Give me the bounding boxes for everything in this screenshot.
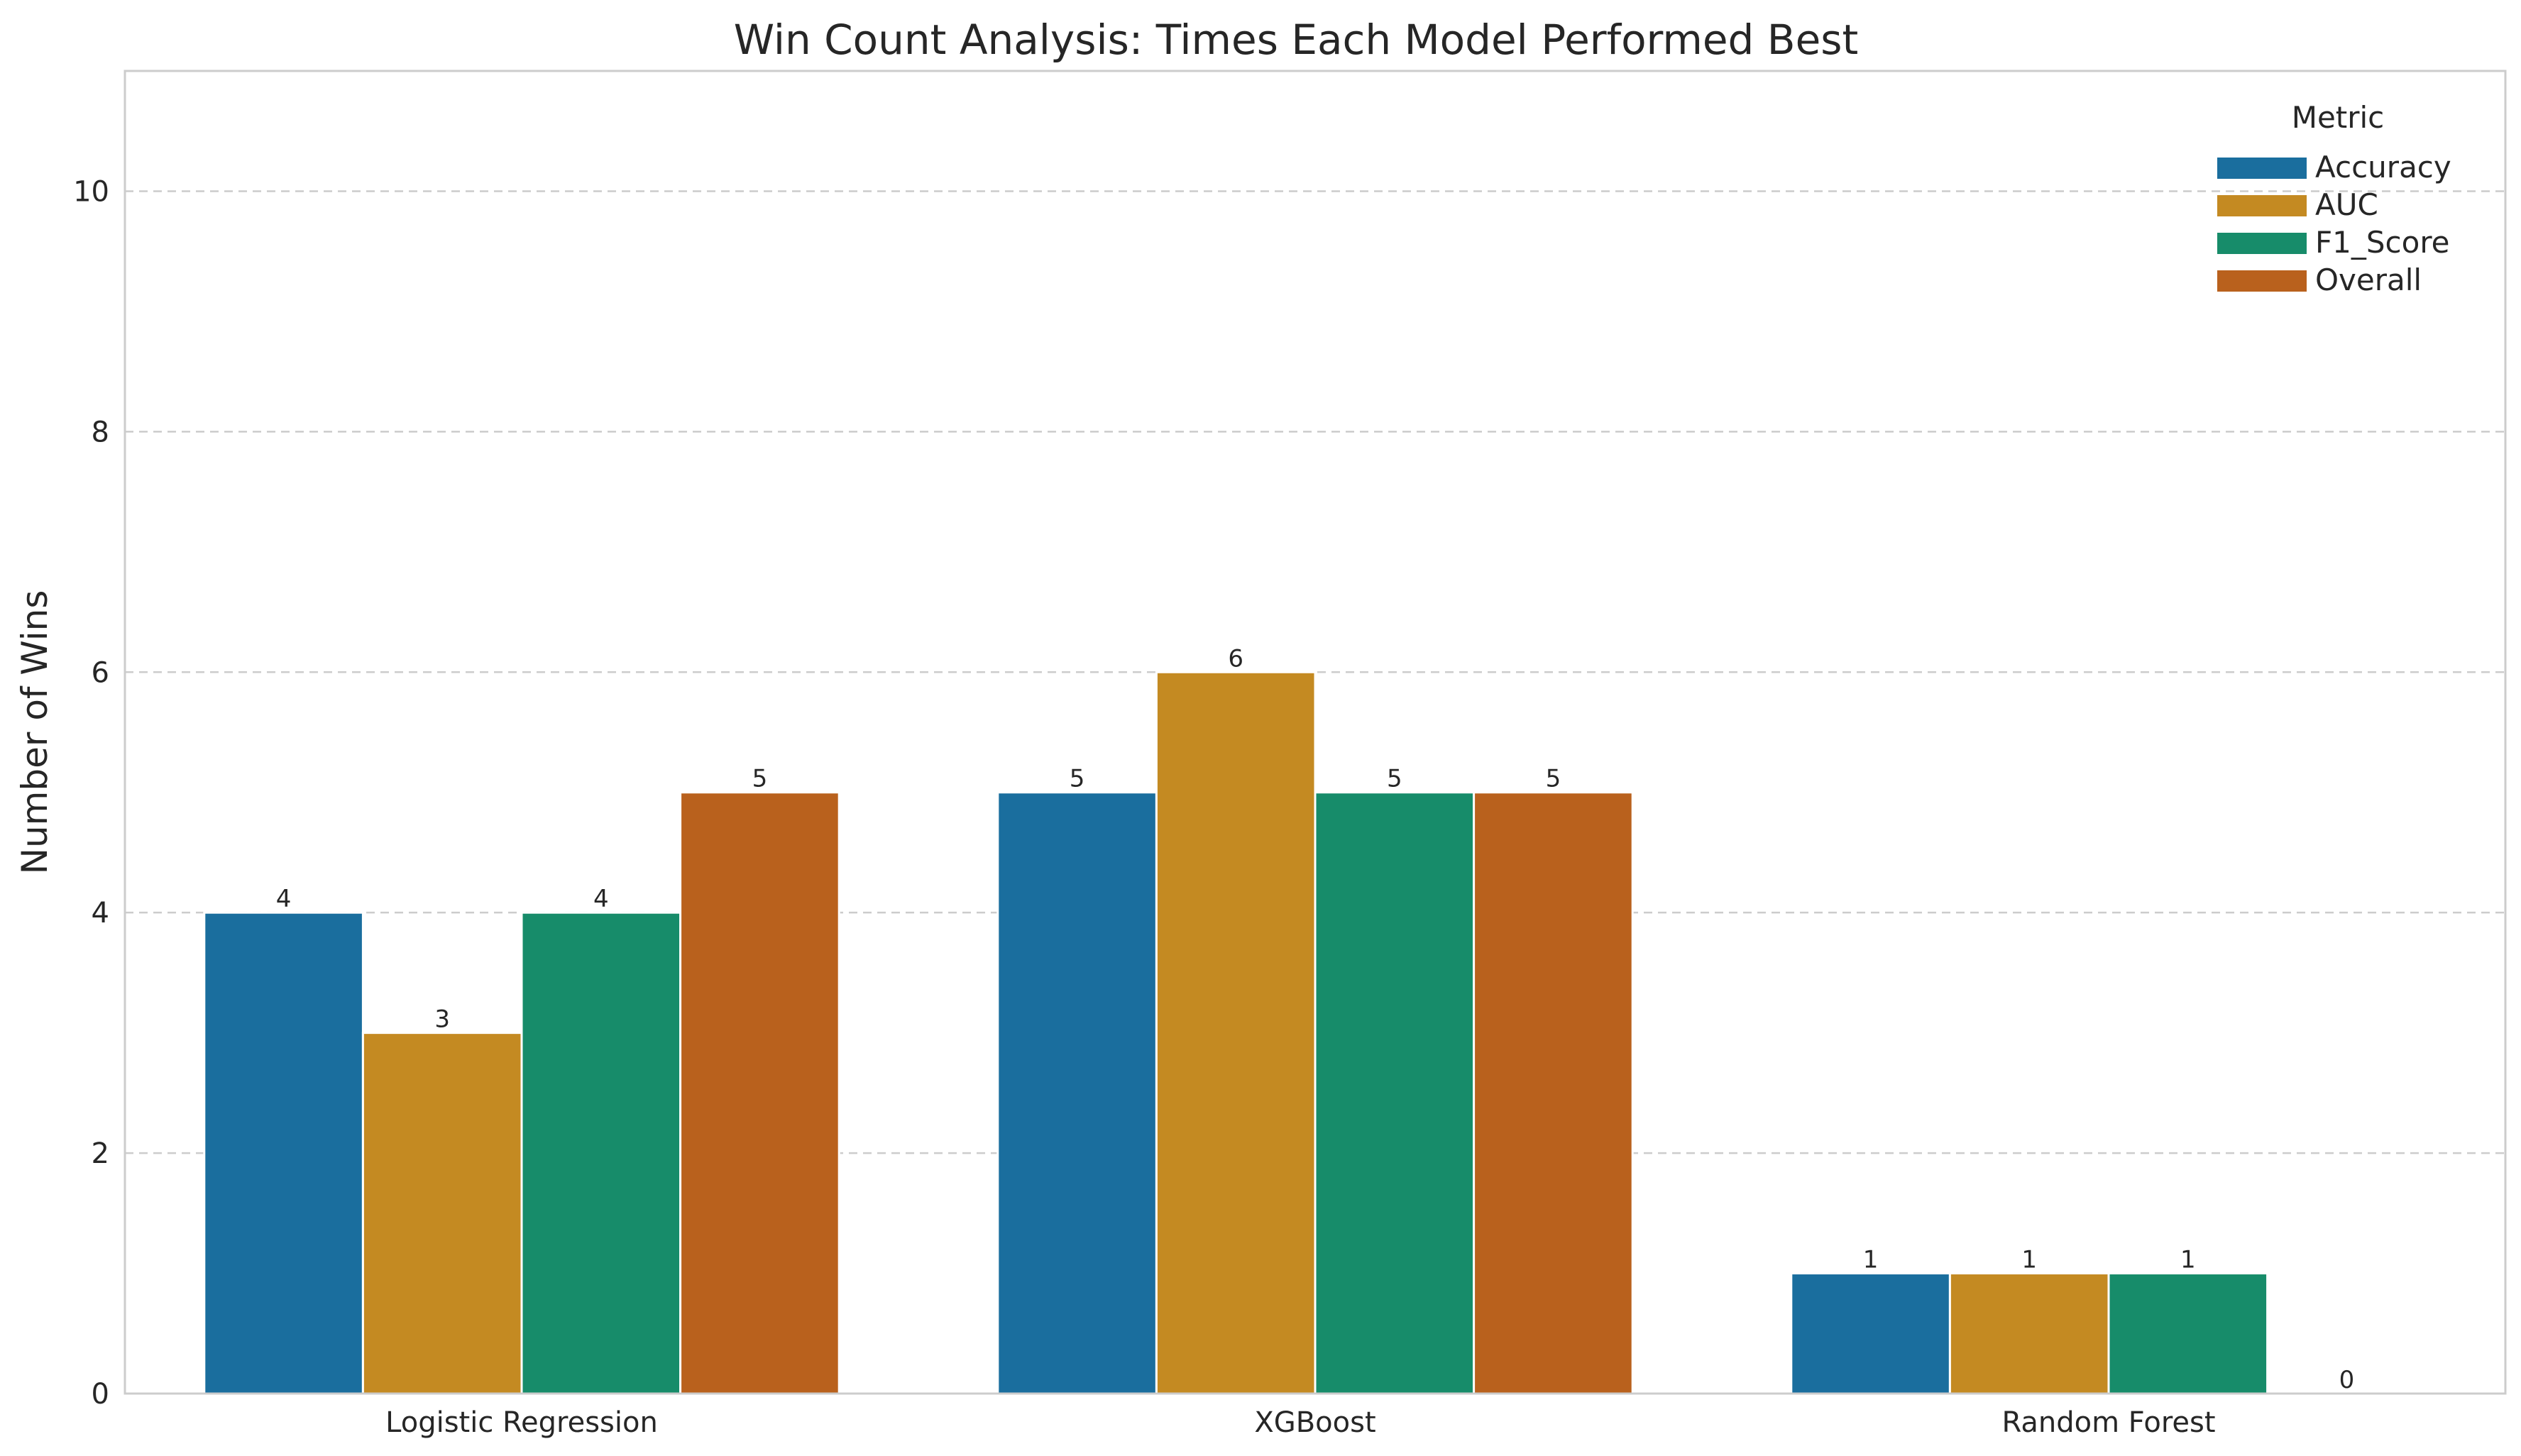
legend-swatch bbox=[2217, 158, 2307, 179]
bar bbox=[1790, 1272, 1951, 1395]
data-label: 4 bbox=[276, 885, 292, 913]
data-label: 1 bbox=[2180, 1246, 2196, 1274]
y-tick-label: 10 bbox=[73, 175, 109, 208]
bars bbox=[203, 671, 2269, 1395]
x-tick-label: Random Forest bbox=[2001, 1406, 2215, 1439]
legend-title: Metric bbox=[2292, 100, 2385, 135]
data-label: 5 bbox=[1070, 765, 1085, 793]
legend-entry: AUC bbox=[2315, 187, 2378, 222]
bar bbox=[1473, 791, 1634, 1395]
data-label: 1 bbox=[1863, 1246, 1879, 1274]
legend-swatch bbox=[2217, 270, 2307, 292]
data-label: 5 bbox=[1387, 765, 1402, 793]
y-tick-label: 6 bbox=[92, 656, 109, 689]
y-tick-label: 8 bbox=[92, 416, 109, 448]
data-label: 0 bbox=[2339, 1366, 2355, 1394]
legend-swatch bbox=[2217, 233, 2307, 254]
x-tick-label: Logistic Regression bbox=[385, 1406, 658, 1439]
data-label: 5 bbox=[752, 765, 768, 793]
data-labels: 4 3 4 5 5 6 5 5 1 1 1 0 bbox=[276, 644, 2354, 1394]
legend-entry: F1_Score bbox=[2315, 225, 2450, 260]
data-label: 3 bbox=[434, 1005, 450, 1034]
bar bbox=[1155, 671, 1317, 1395]
x-tick-labels: Logistic Regression XGBoost Random Forest bbox=[385, 1406, 2215, 1439]
y-tick-label: 2 bbox=[92, 1137, 109, 1170]
legend-entry: Accuracy bbox=[2315, 150, 2451, 184]
bar bbox=[1948, 1272, 2110, 1395]
legend-entry: Overall bbox=[2315, 263, 2422, 297]
bar bbox=[996, 791, 1158, 1395]
data-label: 4 bbox=[593, 885, 609, 913]
bar bbox=[361, 1032, 523, 1395]
x-tick-label: XGBoost bbox=[1254, 1406, 1375, 1439]
bar bbox=[203, 911, 364, 1395]
y-tick-labels: 0 2 4 6 8 10 bbox=[73, 175, 109, 1411]
y-tick-label: 4 bbox=[92, 897, 109, 930]
y-tick-label: 0 bbox=[92, 1378, 109, 1411]
data-label: 5 bbox=[1546, 765, 1561, 793]
legend-swatch bbox=[2217, 195, 2307, 216]
plot-frame bbox=[123, 70, 2507, 1395]
y-axis-label: Number of Wins bbox=[14, 590, 55, 875]
bar bbox=[679, 791, 840, 1395]
bar bbox=[2107, 1272, 2269, 1395]
data-label: 1 bbox=[2021, 1246, 2037, 1274]
chart-title: Win Count Analysis: Times Each Model Per… bbox=[734, 16, 1859, 64]
bar bbox=[1314, 791, 1476, 1395]
data-label: 6 bbox=[1228, 644, 1243, 673]
bar bbox=[520, 911, 682, 1395]
